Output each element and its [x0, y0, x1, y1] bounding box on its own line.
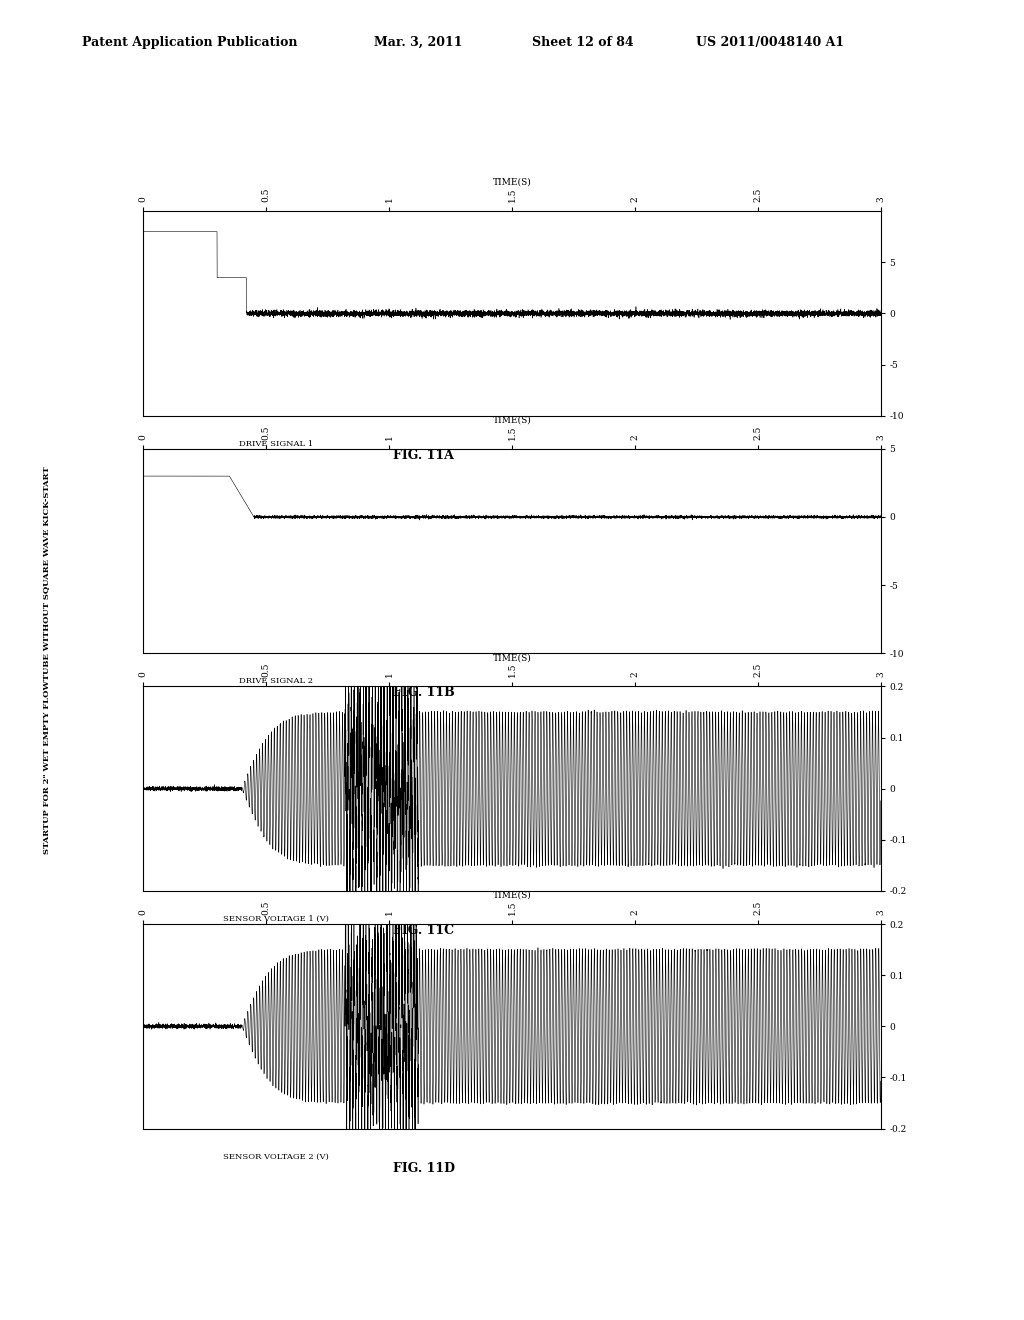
Text: SENSOR VOLTAGE 1 (V): SENSOR VOLTAGE 1 (V): [223, 915, 329, 923]
Text: Patent Application Publication: Patent Application Publication: [82, 36, 297, 49]
X-axis label: TIME(S): TIME(S): [493, 891, 531, 900]
Text: FIG. 11D: FIG. 11D: [392, 1162, 455, 1175]
Text: Sheet 12 of 84: Sheet 12 of 84: [532, 36, 634, 49]
Text: DRIVE SIGNAL 1: DRIVE SIGNAL 1: [239, 440, 313, 447]
X-axis label: TIME(S): TIME(S): [493, 416, 531, 425]
Text: FIG. 11C: FIG. 11C: [393, 924, 454, 937]
Text: DRIVE SIGNAL 2: DRIVE SIGNAL 2: [239, 677, 313, 685]
Text: STARTUP FOR 2" WET EMPTY FLOWTUBE WITHOUT SQUARE WAVE KICK-START: STARTUP FOR 2" WET EMPTY FLOWTUBE WITHOU…: [42, 466, 50, 854]
Text: Mar. 3, 2011: Mar. 3, 2011: [374, 36, 462, 49]
Text: FIG. 11B: FIG. 11B: [392, 686, 455, 700]
X-axis label: TIME(S): TIME(S): [493, 653, 531, 663]
Text: FIG. 11A: FIG. 11A: [393, 449, 454, 462]
X-axis label: TIME(S): TIME(S): [493, 178, 531, 187]
Text: US 2011/0048140 A1: US 2011/0048140 A1: [696, 36, 845, 49]
Text: SENSOR VOLTAGE 2 (V): SENSOR VOLTAGE 2 (V): [223, 1152, 329, 1160]
